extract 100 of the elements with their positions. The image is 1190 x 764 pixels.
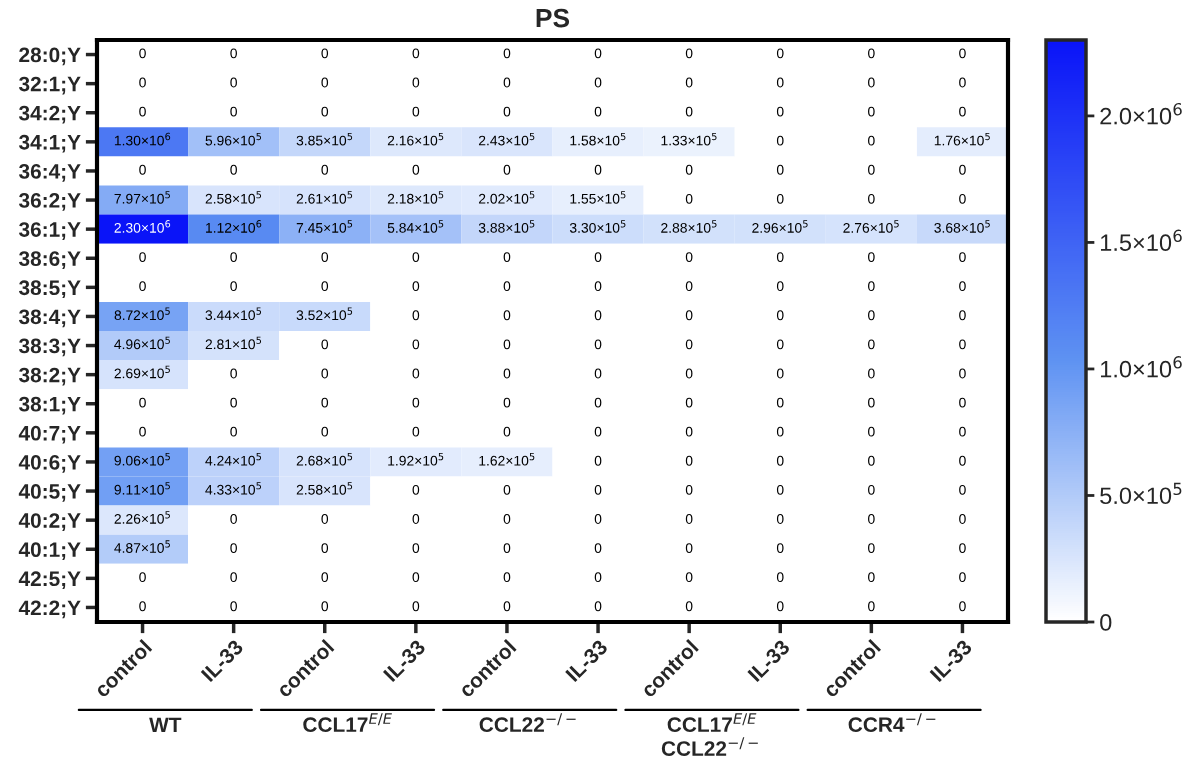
data-label: 0 <box>412 484 420 495</box>
data-label: 0 <box>776 455 784 466</box>
data-label: 0 <box>959 339 966 350</box>
data-label: 0 <box>776 164 784 175</box>
data-label: 0 <box>776 106 784 117</box>
data-label: 0 <box>321 106 329 117</box>
data-label: 8.72×10$^{5}$ <box>114 307 170 321</box>
data-label: 2.81×10$^{5}$ <box>205 336 262 350</box>
data-label: 0 <box>321 48 329 59</box>
y-tick-label: 40:1;Y <box>18 542 81 561</box>
data-label: 2.16×10$^{5}$ <box>387 132 444 146</box>
data-label: 0 <box>868 339 875 350</box>
data-label: 4.87×10$^{5}$ <box>114 540 170 553</box>
data-label: 0 <box>959 514 966 524</box>
data-label: 0 <box>139 572 146 583</box>
data-label: 3.88×10$^{5}$ <box>478 220 535 233</box>
data-label: 3.85×10$^{5}$ <box>296 132 353 146</box>
data-label: 0 <box>959 426 966 437</box>
data-label: 0 <box>139 601 146 612</box>
data-label: 0 <box>503 397 511 408</box>
data-label: 0 <box>868 310 875 321</box>
data-label: 0 <box>959 48 966 59</box>
data-label: 0 <box>594 572 602 583</box>
data-label: 0 <box>230 106 237 117</box>
data-label: 0 <box>412 572 420 583</box>
data-label: 0 <box>868 397 875 408</box>
color-bar-label: 0 <box>1100 614 1112 631</box>
data-label: 0 <box>412 164 420 175</box>
data-label: 1.58×10$^{5}$ <box>570 132 626 146</box>
data-label: 0 <box>503 252 511 262</box>
data-label: 1.12×10$^{6}$ <box>206 220 262 233</box>
data-label: 0 <box>594 310 602 321</box>
data-label: 0 <box>959 572 966 583</box>
data-label: 0 <box>685 572 693 583</box>
data-label: 0 <box>594 368 602 379</box>
data-label: 0 <box>139 48 146 59</box>
data-label: 0 <box>868 193 875 204</box>
data-label: 0 <box>594 543 602 553</box>
data-label: 0 <box>685 193 693 204</box>
data-label: 0 <box>503 164 511 175</box>
y-tick-label: 38:1;Y <box>18 396 81 415</box>
data-label: 0 <box>776 77 784 88</box>
y-tick-label: 38:5;Y <box>18 280 81 299</box>
data-label: 2.68×10$^{5}$ <box>296 453 353 466</box>
data-label: 0 <box>685 484 693 495</box>
data-label: 0 <box>776 310 784 321</box>
data-label: 0 <box>503 368 511 379</box>
data-label: 0 <box>776 252 784 262</box>
data-label: 0 <box>321 77 329 88</box>
data-label: 0 <box>776 572 784 583</box>
data-label: 0 <box>594 484 602 495</box>
chart-title: PS <box>536 8 570 28</box>
text: WT <box>149 717 182 732</box>
y-tick-label: 40:5;Y <box>18 484 81 502</box>
data-label: 0 <box>412 543 420 553</box>
data-label: 0 <box>321 164 329 175</box>
data-label: 0 <box>594 281 602 292</box>
y-tick-label: 40:6;Y <box>18 454 81 473</box>
text: CCL17$^{E/E}$ CCL22$^{−/−}$ <box>661 713 758 756</box>
data-label: 0 <box>321 426 329 437</box>
data-label: 7.97×10$^{5}$ <box>114 191 170 204</box>
data-label: 2.30×10$^{6}$ <box>114 220 171 233</box>
data-label: 0 <box>412 106 420 117</box>
data-label: 0 <box>139 77 146 88</box>
data-label: 3.68×10$^{5}$ <box>934 220 990 233</box>
data-label: 0 <box>230 426 237 437</box>
data-label: 2.58×10$^{5}$ <box>205 191 262 204</box>
data-label: 0 <box>503 281 511 292</box>
data-label: 0 <box>594 77 602 88</box>
data-label: 0 <box>139 397 146 408</box>
data-label: 0 <box>139 106 146 117</box>
data-label: 0 <box>503 543 511 553</box>
data-label: 1.33×10$^{5}$ <box>661 132 717 146</box>
data-label: 0 <box>230 252 237 262</box>
data-label: 0 <box>594 252 602 262</box>
data-label: 3.52×10$^{5}$ <box>296 307 353 321</box>
data-label: 0 <box>503 77 511 88</box>
data-label: 0 <box>685 252 693 262</box>
data-label: 0 <box>959 484 966 495</box>
data-label: 0 <box>685 77 693 88</box>
data-label: 0 <box>685 397 693 408</box>
data-label: 0 <box>594 426 602 437</box>
data-label: 0 <box>412 368 420 379</box>
color-bar-label: 2.0×10$^{6}$ <box>1100 102 1182 125</box>
data-label: 0 <box>503 310 511 321</box>
data-label: 0 <box>959 281 966 292</box>
data-label: 0 <box>594 106 602 117</box>
data-label: 0 <box>868 48 875 59</box>
y-tick-label: 38:2;Y <box>18 367 81 386</box>
data-label: 0 <box>776 368 784 379</box>
data-label: 0 <box>776 193 784 204</box>
data-label: 0 <box>503 426 511 437</box>
data-label: 0 <box>868 252 875 262</box>
data-label: 0 <box>685 310 693 321</box>
data-label: 0 <box>412 514 420 524</box>
data-label: 0 <box>685 368 693 379</box>
data-label: 0 <box>230 514 237 524</box>
data-label: 0 <box>503 106 511 117</box>
data-label: 0 <box>139 426 146 437</box>
data-label: 2.26×10$^{5}$ <box>114 511 170 524</box>
